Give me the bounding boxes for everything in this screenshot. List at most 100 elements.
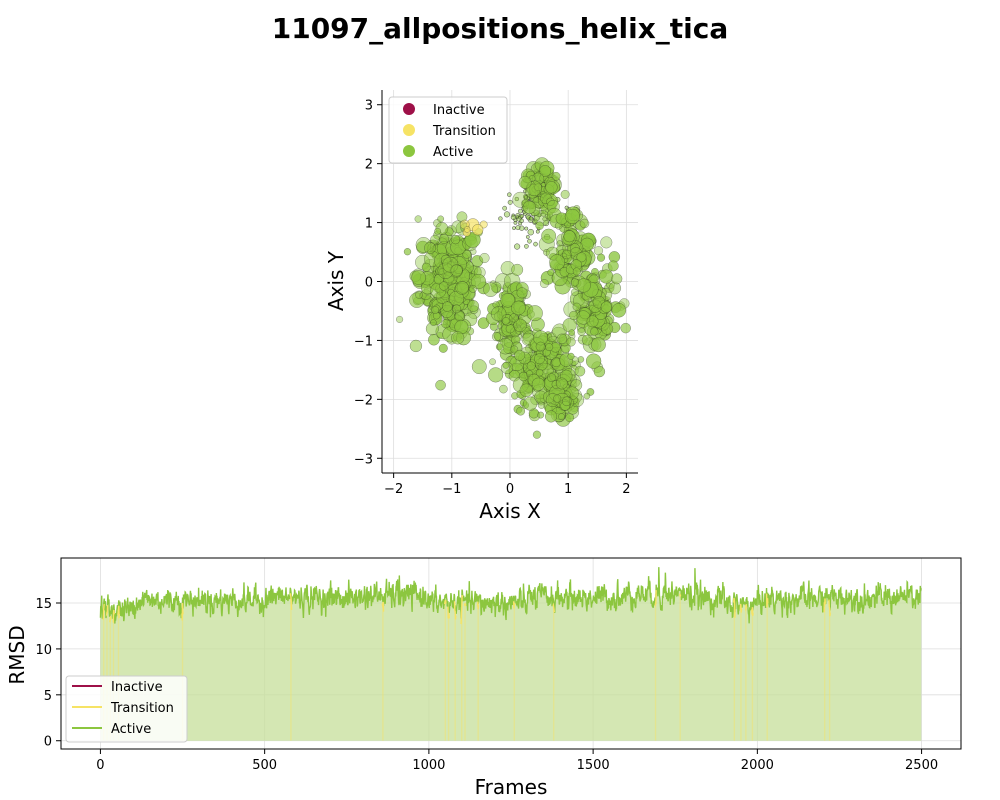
rmsd-transition-band	[740, 604, 742, 741]
scatter-point	[569, 243, 580, 254]
rmsd-transition-segment	[289, 593, 293, 610]
scatter-point	[554, 278, 571, 295]
scatter-point	[534, 353, 545, 365]
scatter-point	[541, 228, 557, 244]
scatter-point	[503, 211, 510, 218]
scatter-point	[451, 331, 465, 345]
scatter-point	[525, 235, 530, 239]
rmsd-transition-band	[382, 595, 384, 741]
scatter-point	[611, 273, 623, 285]
scatter-point	[463, 226, 471, 233]
scatter-point	[572, 267, 581, 276]
scatter-y-tick-label: 2	[365, 158, 373, 173]
scatter-point	[511, 263, 524, 276]
scatter-point	[570, 278, 579, 287]
scatter-point	[549, 254, 565, 271]
scatter-point	[515, 225, 521, 231]
scatter-point	[545, 181, 558, 194]
legend-label-transition: Transition	[432, 124, 496, 139]
legend-label-active: Active	[433, 145, 473, 160]
scatter-point	[607, 260, 619, 272]
scatter-point	[498, 216, 503, 221]
scatter-point	[434, 227, 441, 235]
scatter-x-tick-label: −2	[384, 482, 403, 497]
scatter-point	[514, 349, 526, 361]
scatter-point	[543, 220, 550, 227]
scatter-point	[469, 284, 477, 293]
rmsd-x-tick-label: 1500	[577, 758, 610, 773]
scatter-point	[526, 305, 543, 322]
scatter-point	[551, 171, 561, 181]
scatter-y-tick-label: −2	[354, 393, 373, 408]
scatter-point	[599, 269, 614, 284]
scatter-point	[438, 233, 449, 244]
rmsd-transition-segment	[744, 604, 748, 611]
rmsd-transition-segment	[512, 601, 516, 609]
scatter-point	[579, 307, 592, 320]
rmsd-frame	[60, 557, 962, 750]
scatter-plot: −2 −1 0 1 2 −3 −2 −1 0 1 2 3 Axis X Axis Y Inactive…	[324, 90, 638, 523]
scatter-point	[576, 278, 591, 293]
rmsd-transition-band	[553, 597, 555, 741]
scatter-point	[560, 189, 570, 199]
rmsd-line	[99, 567, 922, 625]
scatter-point	[396, 315, 404, 323]
scatter-y-tick-label: −1	[354, 334, 373, 349]
scatter-x-tick-label: −1	[442, 482, 461, 497]
scatter-point	[534, 183, 543, 192]
scatter-x-label: Axis X	[479, 499, 541, 523]
scatter-point	[435, 379, 446, 391]
rmsd-transition-band	[112, 609, 115, 741]
scatter-legend[interactable]: Inactive Transition Active	[388, 96, 508, 164]
scatter-point	[535, 341, 546, 352]
scatter-point	[512, 226, 516, 230]
rmsd-transition-band	[751, 604, 754, 741]
scatter-point	[497, 338, 514, 355]
rmsd-transition-segment	[117, 605, 120, 619]
rmsd-transition-band	[733, 604, 736, 741]
scatter-point	[467, 300, 480, 312]
scatter-point	[514, 243, 521, 250]
scatter-point	[515, 215, 520, 219]
scatter-point	[577, 356, 585, 363]
rmsd-transition-band	[461, 602, 463, 741]
scatter-point	[532, 430, 541, 439]
scatter-point	[533, 241, 538, 247]
rmsd-y-tick-label: 15	[35, 597, 52, 612]
scatter-point	[537, 411, 545, 419]
scatter-point	[411, 270, 426, 285]
scatter-point	[431, 306, 440, 314]
scatter-point	[505, 324, 515, 334]
scatter-y-tick-label: 3	[365, 99, 373, 114]
scatter-point	[533, 330, 549, 346]
rmsd-transition-segment	[552, 602, 556, 613]
rmsd-transition-band	[181, 600, 184, 741]
scatter-point	[545, 410, 558, 423]
scatter-point	[511, 300, 526, 316]
rmsd-transition-segment	[654, 590, 657, 608]
scatter-point	[438, 343, 448, 353]
rmsd-legend-label-transition: Transition	[110, 701, 174, 716]
rmsd-ticks: 0 500 1000 1500 2000 2500 0 5 10 15	[35, 597, 938, 773]
scatter-point	[581, 334, 593, 346]
scatter-point	[524, 244, 529, 249]
scatter-point	[415, 291, 423, 299]
scatter-point	[585, 353, 602, 369]
scatter-point	[440, 254, 452, 265]
rmsd-transition-segment	[181, 603, 184, 621]
scatter-point	[421, 262, 431, 272]
scatter-point	[409, 339, 423, 353]
rmsd-transition-segment	[751, 607, 754, 616]
rmsd-transition-band	[103, 609, 105, 741]
scatter-point	[535, 229, 540, 234]
rmsd-y-label: RMSD	[5, 625, 29, 684]
figure-title: 11097_allpositions_helix_tica	[272, 12, 729, 45]
scatter-legend-frame	[388, 96, 508, 164]
rmsd-y-tick-label: 10	[35, 643, 52, 658]
scatter-point	[516, 287, 528, 299]
scatter-point	[471, 359, 487, 375]
rmsd-transition-segment	[105, 605, 109, 616]
rmsd-legend[interactable]: Inactive Transition Active	[65, 675, 188, 743]
rmsd-transition-band	[447, 602, 450, 741]
scatter-point	[572, 302, 581, 311]
